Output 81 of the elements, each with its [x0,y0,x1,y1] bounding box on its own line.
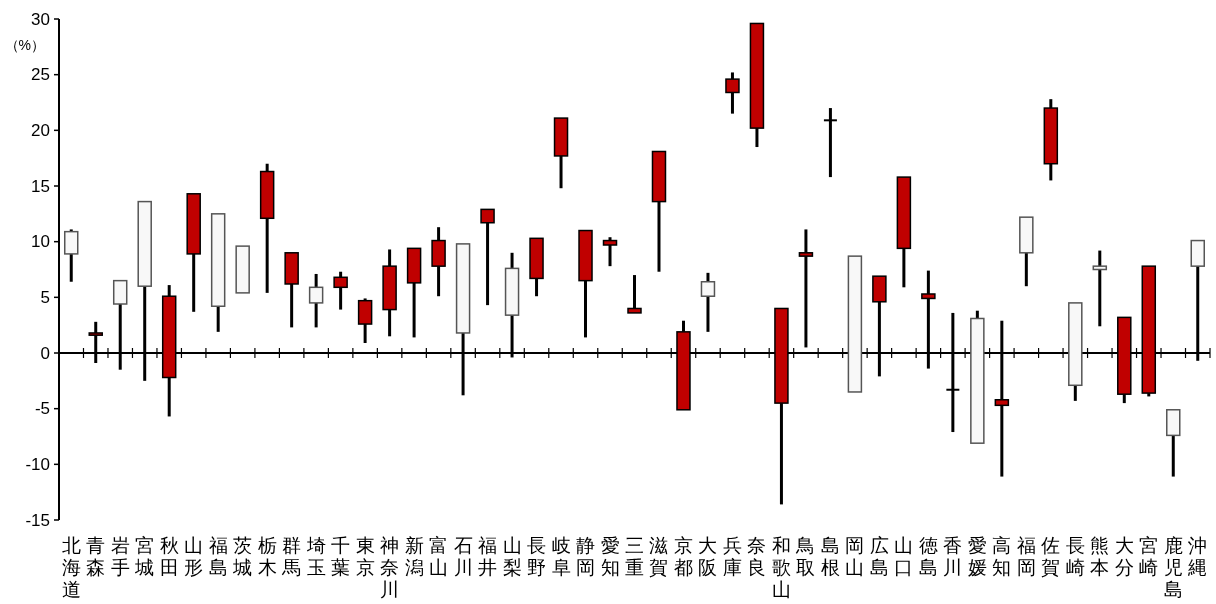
candlestick [749,22,765,149]
x-tick-label: 京都 [673,535,693,578]
x-tick-label: 大阪 [698,535,718,578]
x-tick-label: 兵庫 [722,535,742,578]
x-tick-label: 徳島 [918,535,938,578]
x-tick-label: 山形 [184,535,204,578]
candlestick [284,252,299,328]
candlestick [308,272,324,328]
x-tick-label: 熊本 [1090,535,1110,578]
y-tick-label: 30 [31,9,50,29]
candlestick [896,176,912,288]
candlestick [627,275,642,314]
x-tick-label: 岩手 [110,535,130,578]
x-tick-label: 香川 [943,535,963,578]
x-tick-label: 石川 [453,535,473,578]
x-tick-label: 島根 [820,535,840,578]
y-tick-label: 20 [31,120,50,140]
x-tick-label: 鳥取 [795,535,816,578]
y-tick-label: 5 [40,287,50,307]
x-tick-label: 愛媛 [967,535,987,578]
x-tick-label: 秋田 [159,535,179,578]
x-tick-label: 神奈川 [380,535,400,600]
x-tick-label: 高知 [992,535,1012,578]
candlestick [529,237,544,298]
x-tick-label: 栃木 [257,535,277,578]
y-tick-label: -15 [25,510,50,530]
candlestick [186,193,201,312]
candlestick [578,229,593,338]
y-axis-title: （%） [4,37,45,53]
x-tick-label: 和歌山 [771,535,791,600]
x-tick-label: 群馬 [281,535,302,578]
x-tick-label: 長野 [527,535,547,578]
x-tick-label: 宮崎 [1139,535,1159,578]
candlestick [210,213,226,332]
x-tick-label: 愛知 [600,535,620,578]
x-tick-label: 広島 [869,535,889,578]
x-tick-label: 青森 [86,535,106,578]
y-tick-label: 0 [40,343,50,363]
x-tick-label: 山梨 [502,535,522,578]
x-tick-label: 東京 [355,535,375,578]
x-tick-label: 千葉 [331,535,351,578]
candlestick [431,227,446,298]
x-tick-label: 宮城 [134,535,155,578]
x-tick-label: 福島 [208,535,228,578]
candlestick [406,247,422,338]
x-tick-label: 岡山 [845,535,865,578]
candlestick [1019,216,1034,288]
x-tick-label: 鹿児島 [1163,535,1183,600]
x-tick-label: 三重 [625,535,644,578]
x-tick-label: 佐賀 [1041,535,1061,578]
y-tick-label: 15 [31,176,50,196]
candlestick [725,72,740,114]
candlestick [382,249,397,337]
candlestick [1166,409,1181,477]
x-tick-label: 茨城 [232,535,253,578]
x-tick-label: 福井 [478,535,498,578]
x-tick-label: 静岡 [576,535,596,578]
y-tick-label: 25 [31,65,50,85]
candlestick [602,237,618,268]
y-tick-label: 10 [31,232,50,252]
x-tick-label: 岐阜 [551,535,571,578]
x-tick-label: 大分 [1114,535,1134,578]
x-tick-label: 新潟 [404,535,424,578]
candlestick [651,150,667,272]
x-tick-label: 埼玉 [305,535,326,578]
candlestick [798,229,814,348]
candlestick [847,255,863,393]
candlestick [235,245,250,294]
x-tick-label: 滋賀 [649,535,669,578]
candlestick [553,117,569,190]
x-tick-label: 富山 [429,535,449,578]
candlestick [259,163,275,293]
x-tick-label: 沖縄 [1187,535,1208,578]
y-tick-label: -5 [34,399,50,419]
x-tick-label: 山口 [894,535,914,578]
x-tick-label: 北海道 [61,535,81,600]
x-tick-label: 福岡 [1016,535,1036,578]
candlestick [480,208,495,307]
x-tick-label: 長崎 [1065,535,1085,578]
y-tick-label: -10 [25,454,50,474]
x-tick-label: 奈良 [747,535,767,578]
